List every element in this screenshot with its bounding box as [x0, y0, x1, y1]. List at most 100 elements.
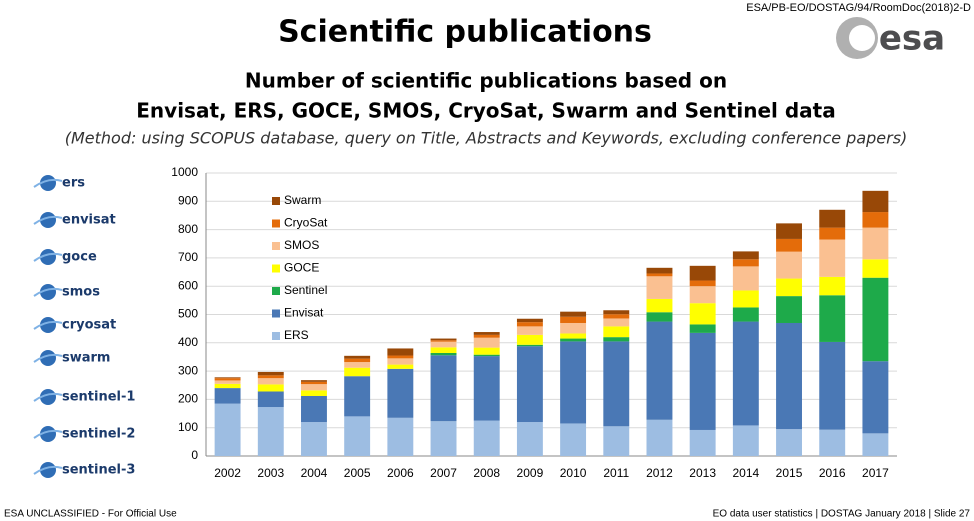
mission-icon — [33, 287, 63, 297]
bar-segment — [430, 340, 457, 342]
logo-icon — [849, 25, 875, 51]
mission-name: sentinel-3 — [62, 463, 135, 478]
bar-segment — [516, 326, 543, 335]
bar-segment — [603, 326, 630, 338]
x-tick-label: 2017 — [862, 466, 889, 480]
mission-name: swarm — [62, 351, 110, 366]
bar-segment — [214, 378, 241, 381]
bar-segment — [516, 346, 543, 423]
mission-name: sentinel-1 — [62, 390, 135, 405]
legend-label: Envisat — [284, 306, 324, 320]
bar-segment — [387, 368, 414, 418]
bar-segment — [473, 334, 500, 338]
bar-segment — [776, 429, 802, 456]
bar-segment — [301, 381, 327, 385]
bar-segment — [689, 286, 716, 304]
bar-segment — [862, 277, 889, 362]
bar-segment — [646, 298, 673, 313]
bar-segment — [862, 190, 889, 213]
bar-segment — [301, 396, 327, 423]
bar-segment — [387, 355, 414, 359]
y-tick-label: 0 — [191, 448, 198, 462]
y-tick-label: 400 — [178, 335, 198, 349]
bar-segment — [214, 377, 241, 379]
x-tick-label: 2015 — [776, 466, 803, 480]
x-tick-label: 2011 — [603, 466, 629, 480]
bar-segment — [214, 380, 241, 384]
mission-icon — [33, 465, 63, 475]
y-tick-label: 600 — [178, 278, 198, 292]
mission-icon — [33, 252, 63, 262]
bar-segment — [257, 391, 284, 408]
x-tick-label: 2003 — [257, 466, 284, 480]
x-tick-label: 2008 — [473, 466, 500, 480]
bar-segment — [819, 429, 846, 456]
bar-segment — [689, 324, 716, 333]
bar-segment — [301, 384, 327, 391]
bar-segment — [560, 333, 587, 339]
bar-segment — [430, 355, 457, 422]
bar-segment — [862, 227, 889, 260]
bar-segment — [819, 209, 846, 228]
bar-segment — [646, 273, 673, 277]
bar-segment — [301, 390, 327, 397]
bar-segment — [430, 347, 457, 353]
mission-icon — [33, 392, 63, 402]
bar-segment — [862, 433, 889, 456]
mission-name: envisat — [62, 213, 116, 228]
doc-reference: ESA/PB-EO/DOSTAG/94/RoomDoc(2018)2-D — [746, 2, 971, 14]
x-tick-label: 2010 — [560, 466, 587, 480]
x-tick-label: 2005 — [344, 466, 371, 480]
bar-segment — [344, 376, 371, 417]
x-tick-label: 2004 — [301, 466, 328, 480]
mission-name: goce — [62, 250, 97, 265]
bar-segment — [732, 259, 759, 267]
bar-segment — [560, 423, 587, 456]
bar-segment — [516, 344, 543, 347]
legend-label: GOCE — [284, 261, 319, 275]
bar-segment — [689, 303, 716, 325]
bar-segment — [819, 227, 846, 240]
mission-icon — [33, 178, 63, 188]
bar-segment — [776, 251, 802, 279]
bar-segment — [646, 312, 673, 322]
y-tick-label: 100 — [178, 420, 198, 434]
x-tick-label: 2014 — [732, 466, 759, 480]
legend-label: ERS — [284, 328, 309, 342]
bar-segment — [516, 322, 543, 327]
bar-segment — [257, 375, 284, 379]
bar-segment — [344, 362, 371, 368]
bar-segment — [473, 356, 500, 421]
y-tick-label: 800 — [178, 222, 198, 236]
bar-segment — [387, 348, 414, 356]
bar-segment — [214, 388, 241, 404]
bar-segment — [344, 358, 371, 363]
bar-segment — [646, 419, 673, 456]
bar-segment — [516, 422, 543, 456]
bar-segment — [560, 338, 587, 342]
legend-swatch — [272, 242, 280, 250]
bar-segment — [387, 358, 414, 365]
bar-segment — [473, 354, 500, 357]
bar-segment — [473, 332, 500, 335]
bar-segment — [257, 371, 284, 376]
legend-label: Sentinel — [284, 283, 327, 297]
mission-icon — [33, 353, 63, 363]
mission-name: ers — [62, 176, 85, 191]
bar-segment — [732, 321, 759, 426]
legend-label: SMOS — [284, 238, 319, 252]
y-tick-label: 900 — [178, 193, 198, 207]
legend-label: Swarm — [284, 193, 321, 207]
bar-segment — [257, 378, 284, 385]
bar-segment — [560, 311, 587, 317]
bar-segment — [689, 280, 716, 287]
bar-segment — [646, 267, 673, 274]
logo-text: esa — [879, 19, 945, 59]
bar-segment — [776, 322, 802, 430]
bar-segment — [473, 420, 500, 456]
bar-segment — [603, 337, 630, 342]
bar-segment — [430, 338, 457, 341]
bar-segment — [776, 238, 802, 252]
chart-subtitle: Envisat, ERS, GOCE, SMOS, CryoSat, Swarm… — [136, 99, 835, 123]
bar-segment — [819, 239, 846, 277]
